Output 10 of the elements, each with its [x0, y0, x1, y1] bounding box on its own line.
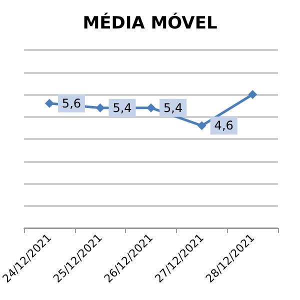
- data-label: 5,4: [112, 100, 132, 115]
- point: [146, 103, 156, 112]
- chart-title: MÉDIA MÓVEL: [82, 12, 218, 34]
- data-label: 5,4: [164, 100, 183, 115]
- point: [44, 98, 54, 108]
- data-label: 5,6: [62, 96, 82, 110]
- point: [96, 103, 105, 112]
- point: [197, 121, 206, 130]
- point: [248, 90, 258, 99]
- data-label: 4,6: [214, 118, 234, 133]
